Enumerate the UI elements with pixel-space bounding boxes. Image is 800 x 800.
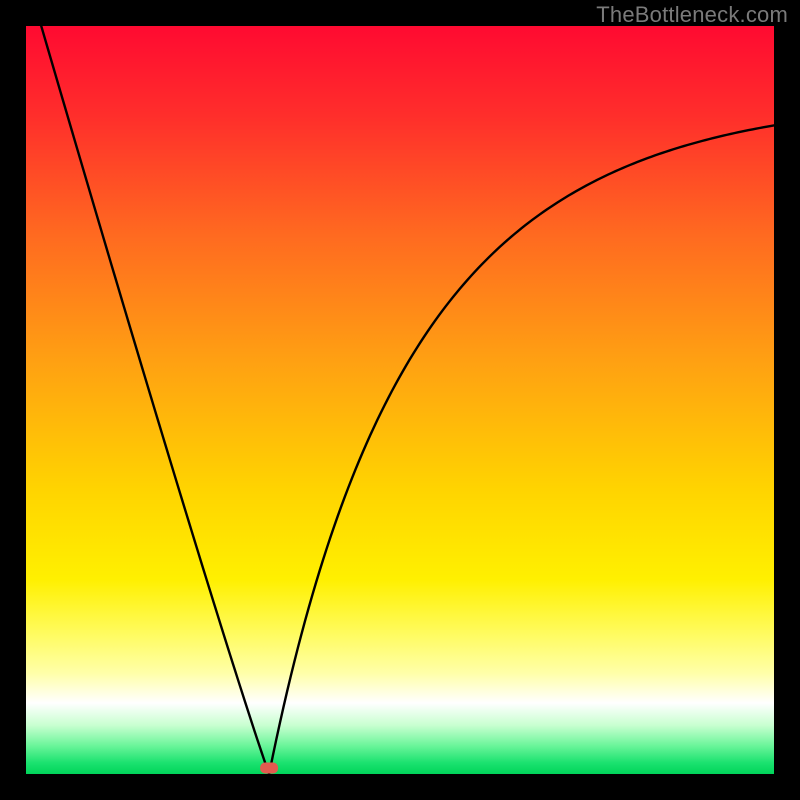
watermark-label: TheBottleneck.com bbox=[596, 2, 788, 28]
plot-area bbox=[26, 26, 774, 774]
bottleneck-curve-chart bbox=[26, 26, 774, 774]
chart-frame: TheBottleneck.com bbox=[0, 0, 800, 800]
vertex-marker bbox=[260, 763, 278, 774]
gradient-background bbox=[26, 26, 774, 774]
